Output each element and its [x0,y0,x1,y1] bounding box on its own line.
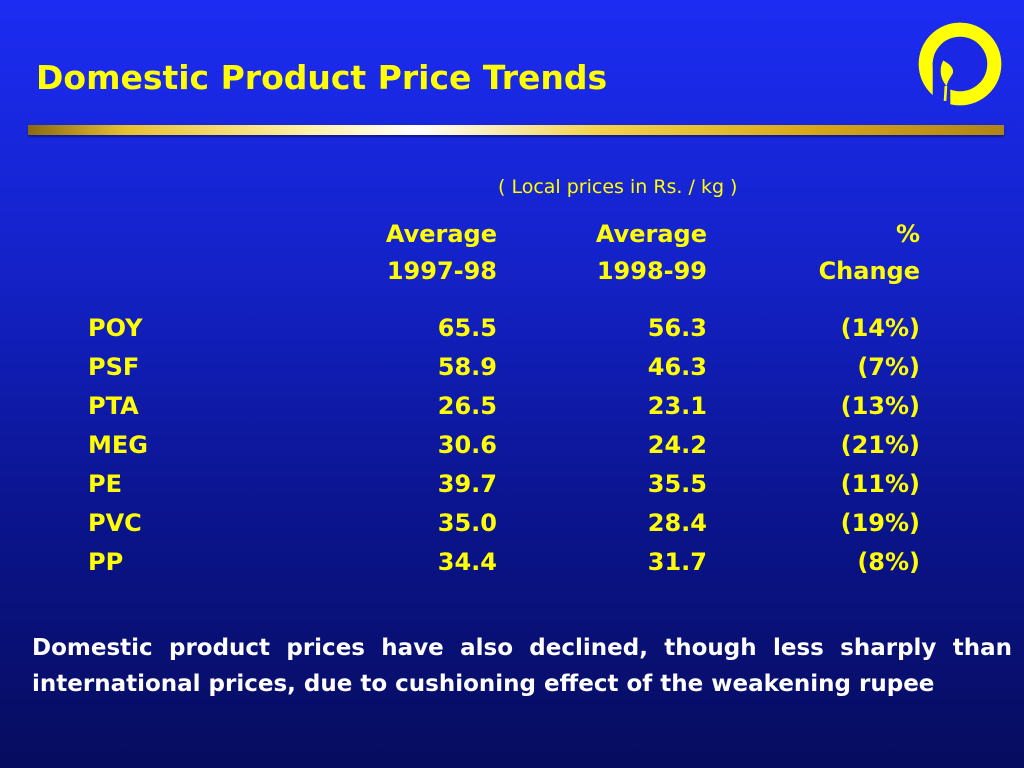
product-name: POY [88,314,143,342]
price-1997-98: 39.7 [437,470,497,498]
reliance-logo-icon [918,22,1002,106]
price-1997-98: 30.6 [437,431,497,459]
percent-change: (14%) [840,314,920,342]
slide-title: Domestic Product Price Trends [36,58,608,97]
price-1998-99: 24.2 [647,431,707,459]
title-divider [28,125,1004,135]
header-label: 1997-98 [386,257,497,285]
price-1997-98: 35.0 [437,509,497,537]
product-name: PVC [88,509,142,537]
percent-change: (21%) [840,431,920,459]
summary-text: Domestic product prices have also declin… [32,635,1012,697]
price-1998-99: 46.3 [647,353,707,381]
price-1997-98: 58.9 [437,353,497,381]
percent-change: (8%) [857,548,920,576]
header-label: 1998-99 [596,257,707,285]
price-1998-99: 28.4 [647,509,707,537]
product-name: PSF [88,353,140,381]
price-1997-98: 34.4 [437,548,497,576]
product-name: PP [88,548,124,576]
header-label: Change [818,257,920,285]
percent-change: (13%) [840,392,920,420]
product-name: MEG [88,431,148,459]
percent-change: (11%) [840,470,920,498]
price-1998-99: 23.1 [647,392,707,420]
price-1998-99: 31.7 [647,548,707,576]
percent-change: (19%) [840,509,920,537]
product-name: PTA [88,392,139,420]
percent-change: (7%) [857,353,920,381]
price-1998-99: 35.5 [647,470,707,498]
header-label: Average [385,220,497,248]
price-1997-98: 26.5 [437,392,497,420]
unit-note: ( Local prices in Rs. / kg ) [498,176,738,198]
header-label: Average [595,220,707,248]
header-label: % [895,220,920,248]
product-name: PE [88,470,122,498]
price-1998-99: 56.3 [647,314,707,342]
price-1997-98: 65.5 [437,314,497,342]
